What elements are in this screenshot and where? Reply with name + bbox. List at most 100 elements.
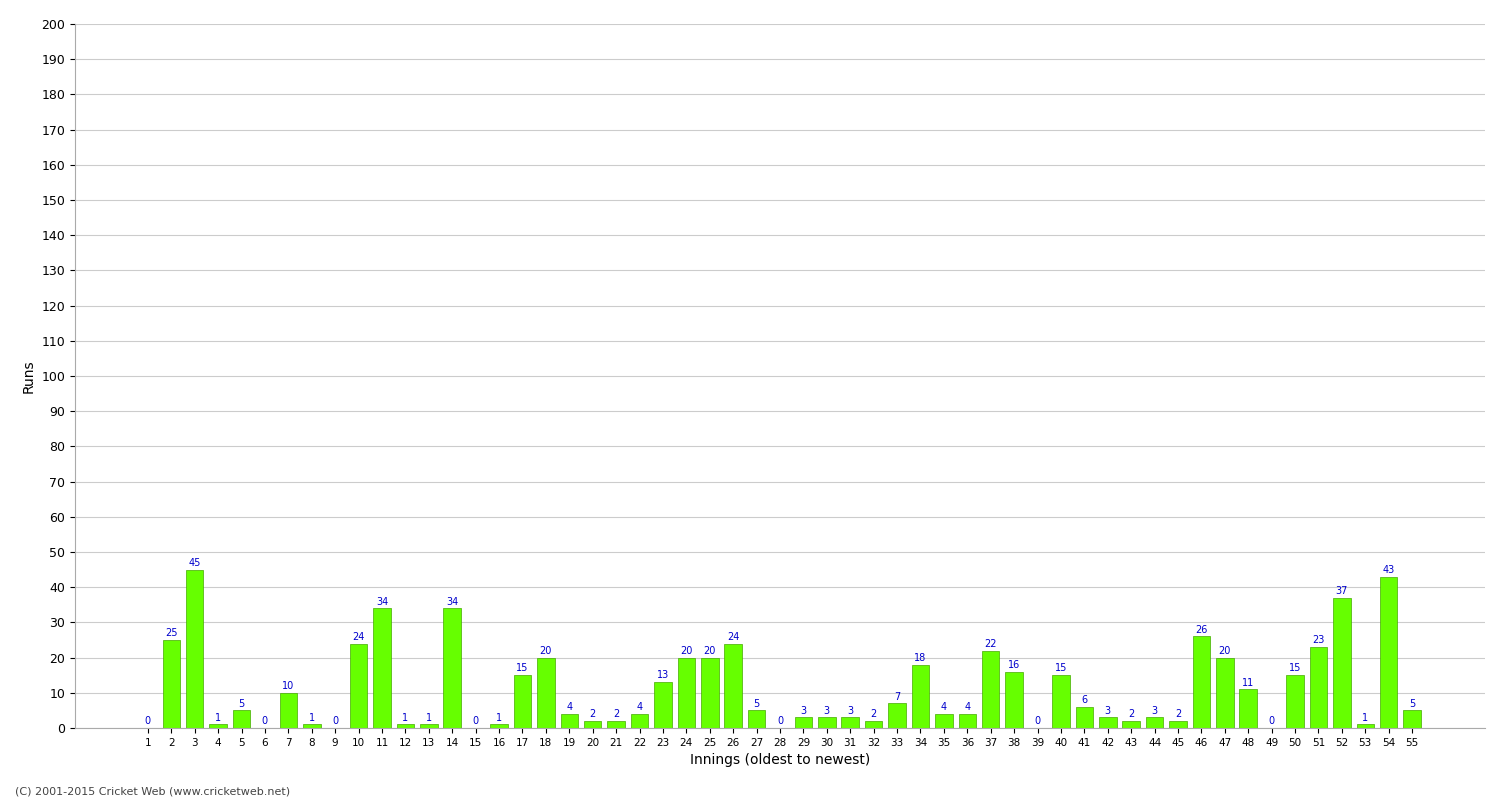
- Bar: [982, 650, 999, 728]
- Text: 1: 1: [402, 713, 408, 722]
- Bar: [1287, 675, 1304, 728]
- Bar: [654, 682, 672, 728]
- Bar: [1356, 725, 1374, 728]
- Bar: [934, 714, 952, 728]
- Text: 23: 23: [1312, 635, 1324, 646]
- Text: 20: 20: [1218, 646, 1231, 656]
- Bar: [396, 725, 414, 728]
- Text: 20: 20: [704, 646, 716, 656]
- Bar: [1122, 721, 1140, 728]
- Bar: [1100, 718, 1116, 728]
- Bar: [232, 710, 250, 728]
- Text: 16: 16: [1008, 660, 1020, 670]
- Bar: [537, 658, 555, 728]
- Bar: [724, 643, 742, 728]
- Text: 5: 5: [753, 698, 759, 709]
- Text: 3: 3: [1104, 706, 1112, 716]
- Text: 18: 18: [915, 653, 927, 663]
- Text: 2: 2: [870, 710, 877, 719]
- Text: 34: 34: [376, 597, 388, 606]
- Text: 5: 5: [238, 698, 244, 709]
- Bar: [865, 721, 882, 728]
- Bar: [1146, 718, 1164, 728]
- Text: 0: 0: [146, 716, 152, 726]
- Text: 10: 10: [282, 681, 294, 691]
- Bar: [1334, 598, 1350, 728]
- Text: 11: 11: [1242, 678, 1254, 687]
- Text: 1: 1: [1362, 713, 1368, 722]
- Bar: [608, 721, 625, 728]
- Bar: [303, 725, 321, 728]
- X-axis label: Innings (oldest to newest): Innings (oldest to newest): [690, 754, 870, 767]
- Text: 25: 25: [165, 628, 177, 638]
- Text: 7: 7: [894, 691, 900, 702]
- Bar: [888, 703, 906, 728]
- Text: 13: 13: [657, 670, 669, 681]
- Text: 0: 0: [1035, 716, 1041, 726]
- Text: 1: 1: [426, 713, 432, 722]
- Text: 22: 22: [984, 638, 998, 649]
- Bar: [1239, 690, 1257, 728]
- Bar: [420, 725, 438, 728]
- Text: 0: 0: [332, 716, 338, 726]
- Bar: [490, 725, 508, 728]
- Text: 1: 1: [214, 713, 220, 722]
- Bar: [630, 714, 648, 728]
- Text: 15: 15: [1054, 663, 1066, 674]
- Bar: [1005, 672, 1023, 728]
- Text: (C) 2001-2015 Cricket Web (www.cricketweb.net): (C) 2001-2015 Cricket Web (www.cricketwe…: [15, 786, 290, 796]
- Text: 37: 37: [1335, 586, 1348, 596]
- Text: 0: 0: [262, 716, 268, 726]
- Text: 4: 4: [940, 702, 946, 712]
- Text: 20: 20: [540, 646, 552, 656]
- Bar: [1310, 647, 1328, 728]
- Text: 1: 1: [309, 713, 315, 722]
- Text: 2: 2: [590, 710, 596, 719]
- Bar: [513, 675, 531, 728]
- Bar: [186, 570, 204, 728]
- Text: 15: 15: [1288, 663, 1302, 674]
- Text: 43: 43: [1383, 565, 1395, 575]
- Bar: [1216, 658, 1233, 728]
- Text: 15: 15: [516, 663, 528, 674]
- Bar: [1052, 675, 1070, 728]
- Text: 3: 3: [824, 706, 830, 716]
- Bar: [279, 693, 297, 728]
- Text: 34: 34: [446, 597, 459, 606]
- Text: 5: 5: [1408, 698, 1416, 709]
- Text: 24: 24: [352, 632, 364, 642]
- Text: 1: 1: [496, 713, 502, 722]
- Text: 26: 26: [1196, 625, 1208, 634]
- Bar: [374, 608, 392, 728]
- Bar: [958, 714, 976, 728]
- Bar: [1076, 707, 1094, 728]
- Bar: [1168, 721, 1186, 728]
- Bar: [1404, 710, 1420, 728]
- Text: 0: 0: [472, 716, 478, 726]
- Text: 4: 4: [566, 702, 573, 712]
- Bar: [444, 608, 460, 728]
- Text: 3: 3: [847, 706, 853, 716]
- Text: 4: 4: [636, 702, 642, 712]
- Bar: [1380, 577, 1398, 728]
- Text: 2: 2: [1128, 710, 1134, 719]
- Bar: [795, 718, 812, 728]
- Text: 3: 3: [1152, 706, 1158, 716]
- Text: 2: 2: [1174, 710, 1180, 719]
- Text: 0: 0: [777, 716, 783, 726]
- Bar: [350, 643, 368, 728]
- Bar: [818, 718, 836, 728]
- Bar: [1192, 637, 1210, 728]
- Bar: [678, 658, 694, 728]
- Text: 4: 4: [964, 702, 970, 712]
- Text: 45: 45: [189, 558, 201, 568]
- Bar: [584, 721, 602, 728]
- Bar: [700, 658, 718, 728]
- Bar: [748, 710, 765, 728]
- Text: 24: 24: [728, 632, 740, 642]
- Y-axis label: Runs: Runs: [22, 359, 36, 393]
- Text: 6: 6: [1082, 695, 1088, 705]
- Bar: [162, 640, 180, 728]
- Bar: [912, 665, 930, 728]
- Text: 20: 20: [680, 646, 693, 656]
